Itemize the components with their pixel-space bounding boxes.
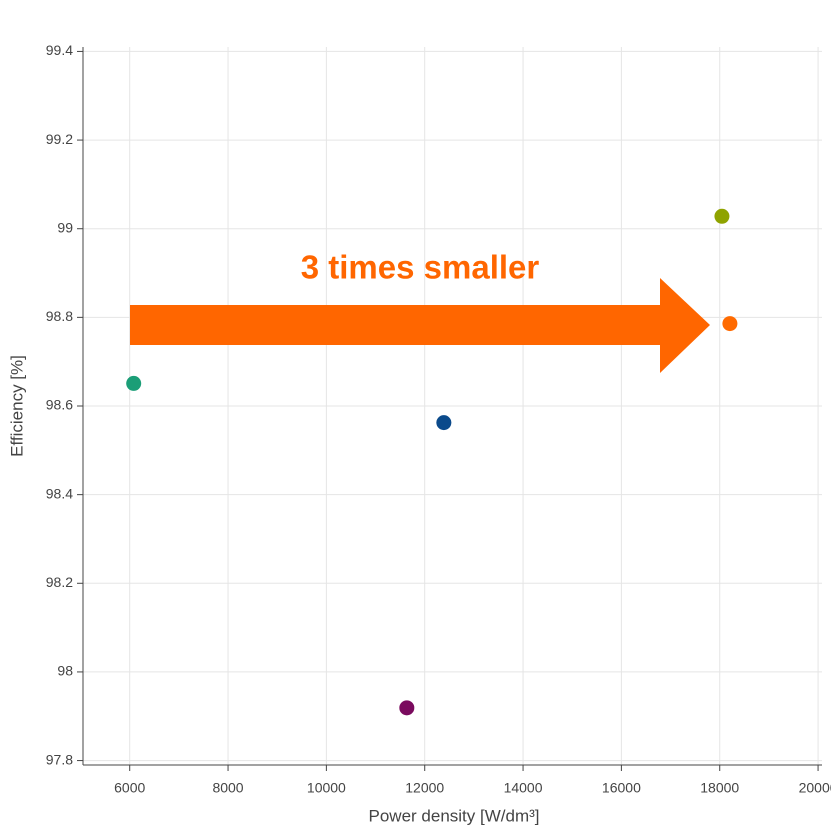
y-axis-label: Efficiency [%] [7,355,26,457]
point [126,375,142,391]
y-tick-label: 98.2 [46,574,73,590]
x-tick-label: 18000 [700,780,739,796]
annotation: 3 times smaller [301,249,540,286]
point [714,208,730,224]
y-tick-label: 98.4 [46,485,73,501]
y-tick-label: 98 [57,663,73,679]
x-tick-label: 8000 [212,780,243,796]
y-tick-label: 99.4 [46,42,73,58]
point [399,700,415,716]
x-tick-label: 16000 [602,780,641,796]
x-tick-label: 6000 [114,780,145,796]
annotation-arrow [130,278,710,373]
x-tick-label: 12000 [405,780,444,796]
y-tick-label: 99.2 [46,131,73,147]
y-tick-label: 97.8 [46,751,73,767]
x-tick-label: 10000 [307,780,346,796]
x-tick-label: 14000 [504,780,543,796]
y-tick-label: 99 [57,219,73,235]
y-tick-label: 98.6 [46,397,73,413]
point [436,415,452,431]
x-axis-label: Power density [W/dm³] [369,806,540,825]
point [722,316,738,332]
x-tick-label: 20000 [799,780,831,796]
y-tick-label: 98.8 [46,308,73,324]
